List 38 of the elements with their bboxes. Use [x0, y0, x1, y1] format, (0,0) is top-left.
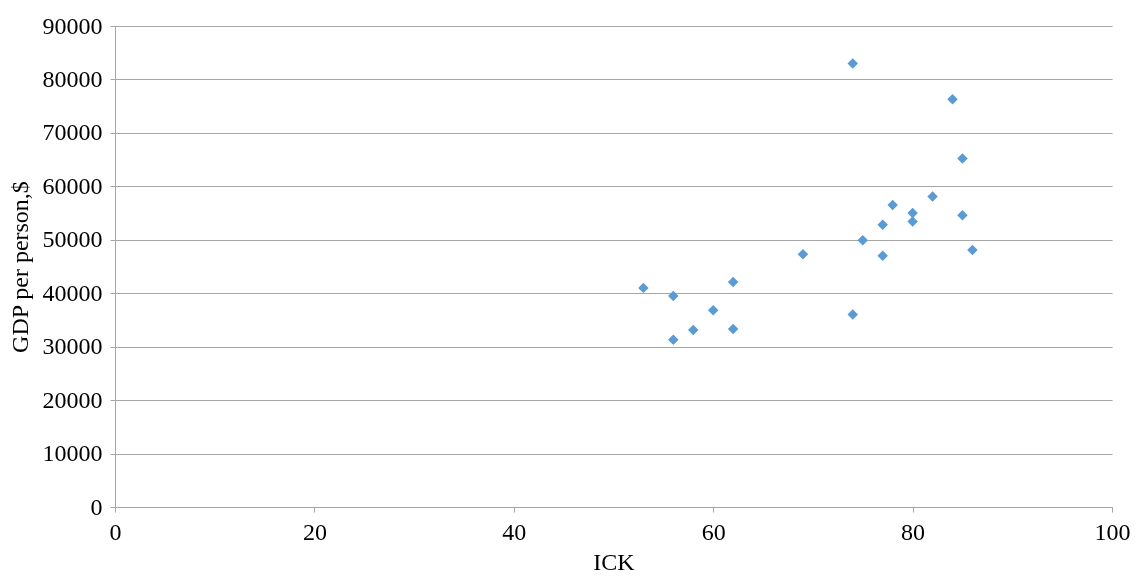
point [638, 282, 649, 294]
point [857, 235, 868, 246]
point [707, 305, 719, 316]
point [877, 250, 888, 262]
point [887, 199, 898, 211]
point [957, 209, 968, 221]
x-tick-label: 0 [109, 518, 122, 545]
point [727, 323, 739, 335]
y-tick-label: 50000 [42, 226, 103, 253]
point [927, 191, 938, 202]
point [907, 216, 918, 227]
point [847, 309, 859, 320]
x-axis-title: ICK [593, 548, 636, 575]
point [877, 219, 888, 231]
y-tick-label: 90000 [42, 12, 103, 39]
x-tick-label: 40 [502, 518, 527, 545]
point [957, 153, 968, 164]
point [847, 58, 859, 69]
x-tick-label: 100 [1094, 518, 1131, 545]
y-tick-label: 10000 [42, 440, 103, 467]
x-tick-label: 60 [701, 518, 726, 545]
point [797, 248, 809, 260]
y-tick-label: 30000 [42, 333, 103, 360]
y-tick-label: 70000 [42, 119, 103, 146]
y-tick-label: 60000 [42, 172, 103, 199]
y-tick-label: 20000 [42, 386, 103, 413]
point [688, 324, 699, 336]
x-tick-label: 80 [901, 518, 926, 545]
point [727, 276, 739, 288]
point [668, 290, 679, 302]
point [967, 244, 978, 256]
point [947, 93, 958, 105]
y-axis-title: GDP per person,$ [6, 181, 33, 353]
y-tick-label: 80000 [42, 65, 103, 92]
x-tick-label: 20 [302, 518, 327, 545]
point [668, 334, 679, 345]
y-tick-label: 0 [90, 493, 103, 520]
y-tick-label: 40000 [42, 279, 103, 306]
